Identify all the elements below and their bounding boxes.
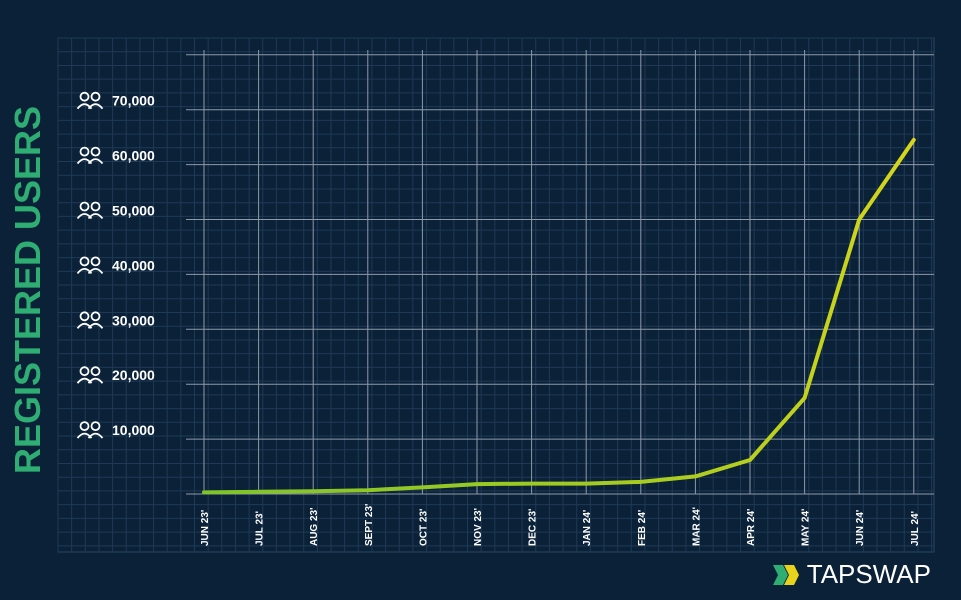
- y-tick-label: 70,000: [112, 93, 155, 109]
- x-tick-label: JUN 24': [855, 510, 866, 546]
- x-tick-group: JUN 23' JUL 23' AUG 23' SEPT 23' OCT 23' NOV …: [200, 504, 921, 546]
- tapswap-logo: TAPSWAP: [771, 559, 931, 590]
- series-line: [202, 137, 916, 495]
- x-tick-label: AUG 23': [309, 507, 320, 546]
- x-tick-label: OCT 23': [418, 509, 429, 546]
- x-tick-label: FEB 24': [637, 510, 648, 546]
- y-tick-label: 60,000: [112, 148, 155, 164]
- y-tick-label: 20,000: [112, 367, 155, 383]
- y-tick-label: 50,000: [112, 203, 155, 219]
- y-tick-label: 30,000: [112, 312, 155, 328]
- series-group: [202, 137, 916, 495]
- x-tick-label: JAN 24': [582, 510, 593, 546]
- x-tick-label: SEPT 23': [364, 504, 375, 546]
- x-tick-label: NOV 23': [473, 508, 484, 546]
- tapswap-logo-icon: [772, 564, 799, 585]
- x-tick-label: APR 24': [746, 509, 757, 546]
- major-grid: [186, 50, 934, 495]
- minor-grid: [57, 37, 934, 552]
- x-tick-label: JUL 23': [255, 511, 266, 546]
- y-tick-label: 40,000: [112, 257, 155, 273]
- x-tick-label: MAR 24': [691, 507, 702, 546]
- x-tick-label: DEC 23': [528, 509, 539, 546]
- x-tick-label: JUL 24': [910, 511, 921, 546]
- y-tick-group: 10,000 20,000 30,000 40,000 50,000 60,000 70,0…: [76, 91, 155, 440]
- plot-frame: [57, 37, 935, 553]
- x-tick-label: MAY 24': [801, 509, 812, 546]
- brand-name: TAPSWAP: [806, 559, 931, 589]
- x-tick-label: JUN 23': [200, 510, 211, 546]
- y-tick-label: 10,000: [112, 422, 155, 438]
